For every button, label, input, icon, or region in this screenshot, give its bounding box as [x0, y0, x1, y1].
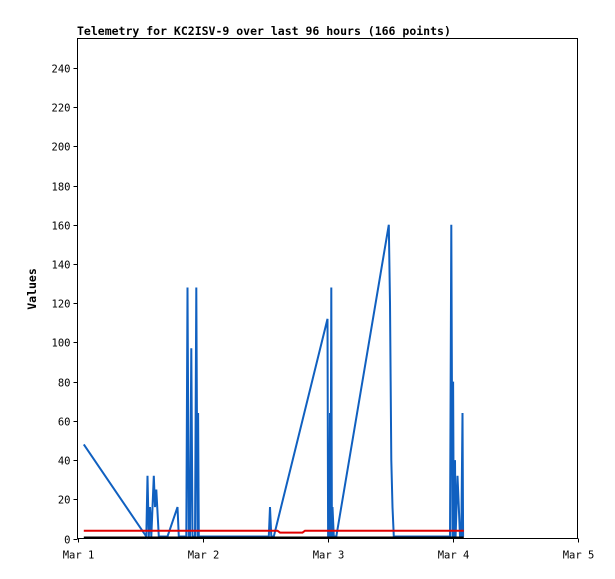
y-tick-label: 80 [58, 378, 71, 390]
y-tick-label: 160 [52, 221, 71, 233]
x-axis: Mar 1 Mar 2 Mar 3 Mar 4 Mar 5 [63, 538, 595, 562]
chart-title: Telemetry for KC2ISV-9 over last 96 hour… [77, 24, 451, 38]
y-axis: 0 20 40 60 80 100 120 140 160 180 200 220 240 [52, 64, 78, 547]
y-axis-label: Values [25, 268, 39, 310]
y-tick-label: 60 [58, 417, 71, 429]
x-tick-label: Mar 5 [563, 550, 595, 562]
y-tick-label: 100 [52, 338, 71, 350]
x-tick-label: Mar 3 [313, 550, 345, 562]
series-layer [82, 224, 465, 540]
x-tick-label: Mar 2 [188, 550, 220, 562]
y-tick-label: 200 [52, 142, 71, 154]
y-tick-label: 120 [52, 299, 71, 311]
y-tick-label: 180 [52, 182, 71, 194]
y-tick-label: 0 [64, 535, 70, 547]
x-tick-label: Mar 1 [63, 550, 95, 562]
series-line [83, 529, 464, 534]
y-tick-label: 140 [52, 260, 71, 272]
y-tick-label: 220 [52, 103, 71, 115]
y-tick-label: 20 [58, 495, 71, 507]
x-tick-label: Mar 4 [438, 550, 470, 562]
y-tick-label: 240 [52, 64, 71, 76]
y-tick-label: 40 [58, 456, 71, 468]
